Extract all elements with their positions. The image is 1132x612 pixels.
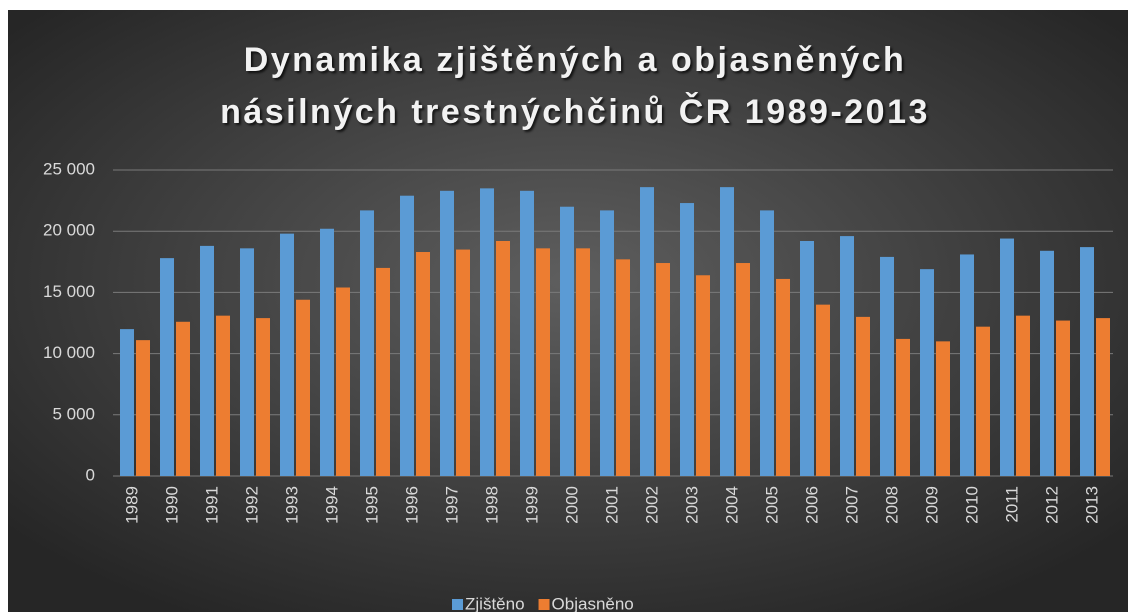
bar — [920, 269, 934, 476]
x-tick-label: 2004 — [722, 486, 741, 524]
x-tick-label: 1998 — [482, 486, 501, 524]
x-tick-label: 2003 — [682, 486, 701, 524]
bar — [200, 245, 214, 476]
bar — [736, 263, 750, 476]
bar — [480, 188, 494, 477]
bar — [760, 210, 774, 476]
y-tick-label: 10 000 — [43, 343, 95, 362]
bar — [1016, 315, 1030, 476]
x-tick-label: 2012 — [1042, 486, 1061, 524]
bar — [136, 340, 150, 476]
bar — [560, 206, 574, 476]
chart-title: násilných trestnýchčinů ČR 1989-2013 — [220, 92, 930, 131]
bar — [160, 258, 174, 476]
x-tick-label: 2013 — [1082, 486, 1101, 524]
x-tick-label: 1999 — [522, 486, 541, 524]
x-tick-label: 1997 — [442, 486, 461, 524]
bar — [576, 248, 590, 476]
bar — [800, 240, 814, 476]
bar — [896, 338, 910, 476]
bar — [696, 275, 710, 476]
bar — [720, 187, 734, 477]
bar — [600, 210, 614, 476]
bar — [416, 252, 430, 476]
x-tick-label: 2008 — [882, 486, 901, 524]
bar — [496, 240, 510, 476]
x-tick-label: 1995 — [362, 486, 381, 524]
x-tick-label: 2007 — [842, 486, 861, 524]
bar — [616, 259, 630, 476]
bar — [296, 299, 310, 476]
y-tick-label: 5 000 — [52, 404, 95, 423]
x-tick-label: 1991 — [202, 486, 221, 524]
bar — [656, 263, 670, 476]
bar — [816, 304, 830, 476]
bar — [536, 248, 550, 476]
x-tick-label: 2001 — [602, 486, 621, 524]
x-tick-label: 1996 — [402, 486, 421, 524]
y-tick-label: 15 000 — [43, 282, 95, 301]
x-tick-label: 2006 — [802, 486, 821, 524]
bar — [936, 341, 950, 476]
x-tick-label: 1992 — [242, 486, 261, 524]
bar — [1040, 250, 1054, 476]
bar — [856, 316, 870, 476]
bar — [456, 249, 470, 476]
bar — [240, 248, 254, 476]
bar — [216, 315, 230, 476]
bar — [120, 329, 134, 476]
bar — [840, 236, 854, 476]
x-tick-label: 2009 — [922, 486, 941, 524]
y-tick-label: 25 000 — [43, 159, 95, 178]
legend-label: Zjištěno — [465, 594, 525, 612]
x-tick-label: 2011 — [1002, 486, 1021, 523]
bar — [680, 203, 694, 476]
bar — [960, 254, 974, 476]
chart-title: Dynamika zjištěných a objasněných — [244, 41, 907, 79]
bar — [176, 321, 190, 476]
bar — [1000, 238, 1014, 476]
bar — [1080, 247, 1094, 476]
bar — [360, 210, 374, 476]
legend-swatch — [538, 599, 550, 610]
legend-swatch — [452, 599, 463, 610]
bar — [280, 233, 294, 476]
bar — [1056, 320, 1070, 476]
bar — [1096, 318, 1110, 476]
x-tick-label: 1989 — [122, 486, 141, 524]
bar — [336, 287, 350, 476]
x-tick-label: 2000 — [562, 486, 581, 524]
legend-label: Objasněno — [552, 594, 634, 612]
y-tick-label: 20 000 — [43, 221, 95, 240]
bar — [880, 256, 894, 476]
bar — [440, 190, 454, 477]
x-tick-label: 2010 — [962, 486, 981, 524]
y-tick-label: 0 — [86, 465, 95, 484]
bar — [976, 326, 990, 476]
x-tick-label: 1990 — [162, 486, 181, 524]
bar — [640, 187, 654, 477]
x-tick-label: 1994 — [322, 486, 341, 524]
bar — [776, 278, 790, 476]
x-tick-label: 1993 — [282, 486, 301, 524]
bar — [376, 267, 390, 476]
bar — [520, 190, 534, 477]
x-tick-label: 2005 — [762, 486, 781, 524]
bar — [320, 228, 334, 476]
bar — [400, 195, 414, 477]
x-tick-label: 2002 — [642, 486, 661, 524]
bar — [256, 318, 270, 476]
